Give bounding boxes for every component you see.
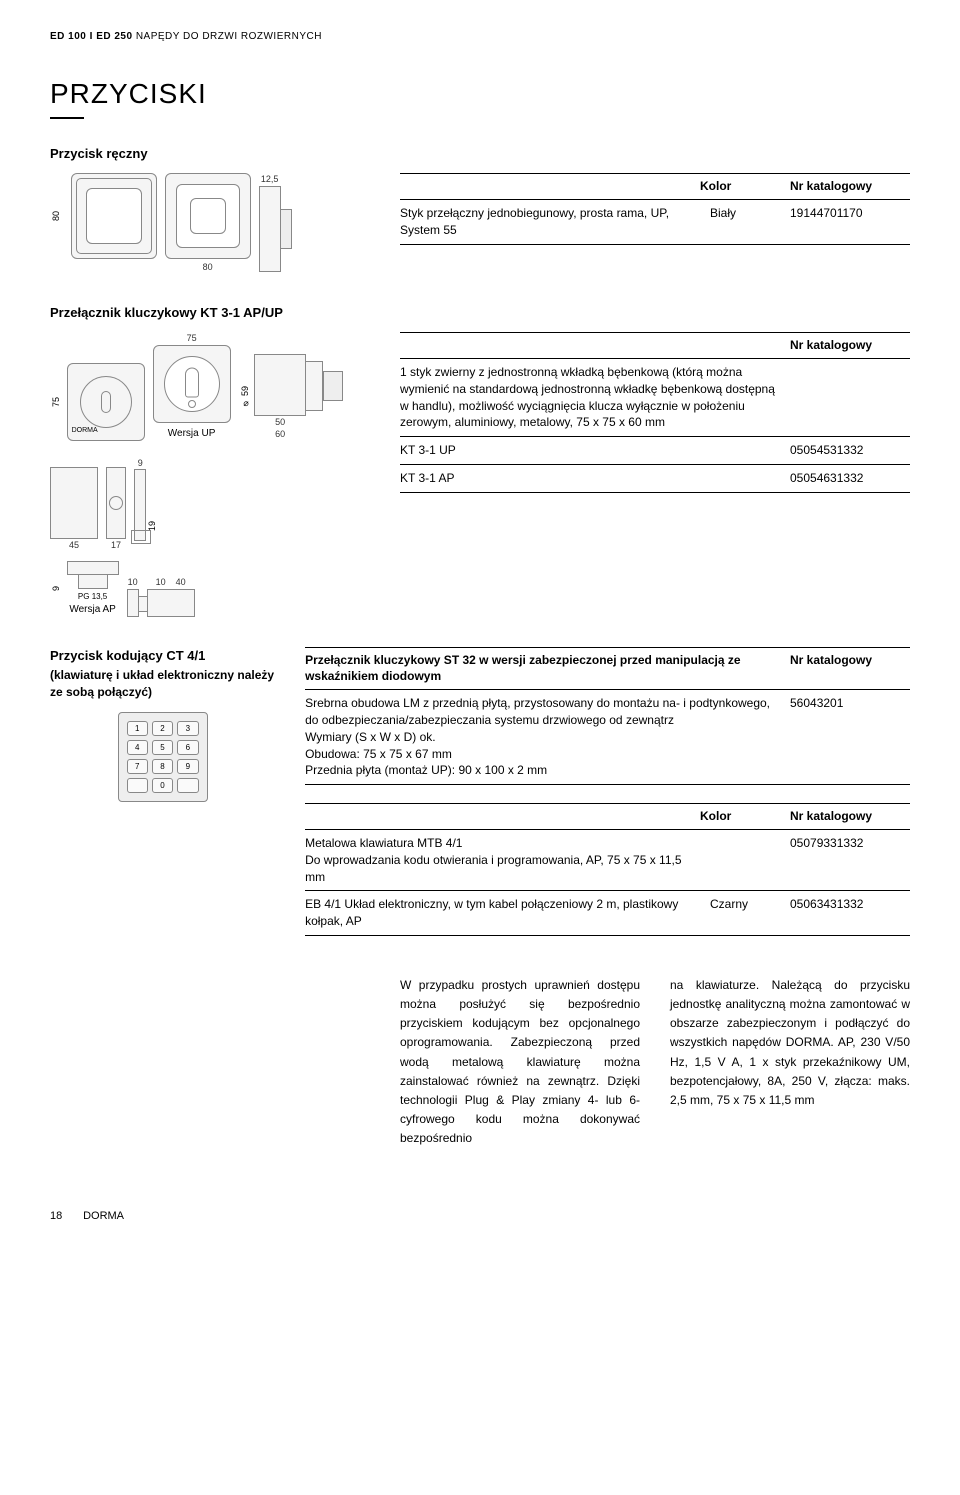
tableA-header-right: Nr katalogowy (790, 652, 910, 686)
page-footer: 18 DORMA (50, 1209, 910, 1224)
dim-60: 60 (275, 428, 285, 441)
dim-80-w: 80 (165, 261, 251, 274)
dim-9a: 9 (138, 457, 143, 470)
dim-45: 45 (69, 539, 79, 552)
dim-40: 40 (176, 576, 186, 589)
dim-12-5: 12,5 (259, 173, 281, 186)
body-text: W przypadku prostych uprawnień dostępu m… (50, 976, 910, 1149)
table-row: 1 styk zwierny z jednostronną wkładką bę… (400, 358, 910, 436)
dim-50: 50 (275, 416, 285, 429)
product-line-bold: ED 100 I ED 250 (50, 31, 133, 42)
row-nr: 05079331332 (790, 835, 910, 885)
dim-80-v: 80 (50, 211, 63, 221)
section2-heading: Przełącznik kluczykowy KT 3-1 AP/UP (50, 304, 910, 322)
key: 5 (152, 740, 173, 755)
section1-heading: Przycisk ręczny (50, 145, 910, 163)
body-col1: W przypadku prostych uprawnień dostępu m… (400, 976, 640, 1149)
table-row: Metalowa klawiatura MTB 4/1 Do wprowadza… (305, 829, 910, 890)
row-desc: Srebrna obudowa LM z przednią płytą, prz… (305, 695, 790, 779)
product-line-header: ED 100 I ED 250 NAPĘDY DO DRZWI ROZWIERN… (50, 30, 910, 44)
row-nr: 05054531332 (790, 442, 910, 459)
row-nr: 56043201 (790, 695, 910, 779)
key: 9 (177, 759, 198, 774)
section3-left: Przycisk kodujący CT 4/1 (klawiaturę i u… (50, 647, 275, 936)
dim-10a: 10 (128, 576, 138, 589)
row-desc: 1 styk zwierny z jednostronną wkładką bę… (400, 364, 790, 431)
key: 7 (127, 759, 148, 774)
tableA-header-left: Przełącznik kluczykowy ST 32 w wersji za… (305, 652, 790, 686)
section-przycisk-kodujacy: Przycisk kodujący CT 4/1 (klawiaturę i u… (50, 647, 910, 936)
table-row: Styk przełączny jednobiegunowy, prosta r… (400, 199, 910, 245)
dim-9b: 9 (50, 586, 63, 591)
row-desc: Metalowa klawiatura MTB 4/1 Do wprowadza… (305, 835, 710, 885)
row-desc: Styk przełączny jednobiegunowy, prosta r… (400, 205, 710, 239)
section3-subheading: (klawiaturę i układ elektroniczny należy… (50, 667, 275, 701)
key: 6 (177, 740, 198, 755)
pg-label: PG 13,5 (78, 591, 107, 602)
section-przycisk-reczny: Przycisk ręczny 80 (50, 145, 910, 274)
dim-10b: 10 (156, 576, 166, 589)
row-nr: 05063431332 (790, 896, 910, 930)
row-kolor (710, 835, 790, 885)
row-desc: KT 3-1 UP (400, 442, 790, 459)
section1-th-kolor: Kolor (700, 178, 780, 195)
wersja-up-label: Wersja UP (168, 427, 216, 441)
table-row: Srebrna obudowa LM z przednią płytą, prz… (305, 689, 910, 785)
dim-59: ⌀ 59 (239, 386, 252, 409)
keypad-drawing: 1 2 3 4 5 6 7 8 9 0 (118, 712, 208, 802)
row-desc: EB 4/1 Układ elektroniczny, w tym kabel … (305, 896, 710, 930)
row-nr: 05054631332 (790, 470, 910, 487)
key (127, 778, 148, 793)
footer-brand: DORMA (83, 1210, 124, 1222)
row-desc: KT 3-1 AP (400, 470, 790, 487)
product-line-rest: NAPĘDY DO DRZWI ROZWIERNYCH (136, 31, 322, 42)
section1-table: Kolor Nr katalogowy Styk przełączny jedn… (400, 173, 910, 274)
dim-19: 19 (146, 521, 159, 531)
table-row: KT 3-1 UP 05054531332 (400, 436, 910, 464)
section3-tables: Przełącznik kluczykowy ST 32 w wersji za… (305, 647, 910, 936)
dim-17: 17 (111, 539, 121, 552)
section3-heading: Przycisk kodujący CT 4/1 (50, 647, 275, 665)
dim-75: 75 (187, 332, 197, 345)
section1-th-empty (400, 178, 700, 195)
key: 1 (127, 721, 148, 736)
row-nr: 19144701170 (790, 205, 910, 239)
page-number: 18 (50, 1209, 80, 1224)
section2-table: Nr katalogowy 1 styk zwierny z jednostro… (400, 332, 910, 616)
key: 4 (127, 740, 148, 755)
row-nr (790, 364, 910, 431)
key: 0 (152, 778, 173, 793)
row-kolor: Biały (710, 205, 790, 239)
title-underline (50, 117, 84, 119)
tableB-th-nr: Nr katalogowy (790, 808, 910, 825)
section2-drawings: 75 DORMA 75 Wersja UP (50, 332, 370, 616)
section1-th-nr: Nr katalogowy (790, 178, 910, 195)
key: 2 (152, 721, 173, 736)
table-row: EB 4/1 Układ elektroniczny, w tym kabel … (305, 890, 910, 936)
dim-75v: 75 (50, 397, 63, 407)
body-col2: na klawiaturze. Należącą do przycisku je… (670, 976, 910, 1149)
section2-th-nr: Nr katalogowy (790, 337, 910, 354)
table-row: KT 3-1 AP 05054631332 (400, 464, 910, 493)
key (177, 778, 198, 793)
section1-drawings: 80 80 12,5 (50, 173, 370, 274)
wersja-ap-label: Wersja AP (69, 603, 116, 617)
key: 3 (177, 721, 198, 736)
page-title: PRZYCISKI (50, 74, 910, 113)
key: 8 (152, 759, 173, 774)
row-kolor: Czarny (710, 896, 790, 930)
section-przelacznik-kluczykowy: Przełącznik kluczykowy KT 3-1 AP/UP 75 D… (50, 304, 910, 617)
tableB-th-kolor: Kolor (700, 808, 780, 825)
